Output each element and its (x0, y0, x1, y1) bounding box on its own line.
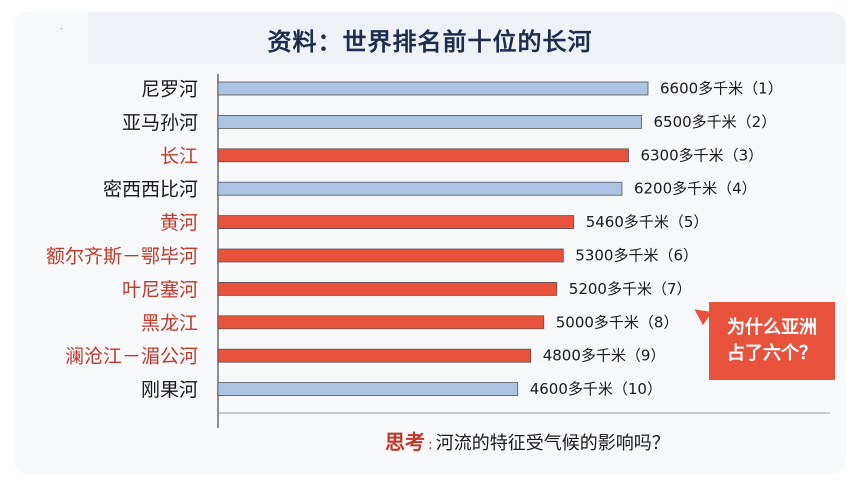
category-label-10: 刚果河 (141, 379, 198, 401)
category-label-3: 长江 (160, 145, 198, 167)
category-label-7: 叶尼塞河 (122, 279, 198, 301)
category-label-1: 尼罗河 (141, 79, 198, 101)
bar-7 (217, 281, 558, 296)
bar-8 (217, 315, 545, 330)
bar-10 (217, 382, 519, 397)
value-label-8: 5000多千米（8） (556, 313, 679, 331)
category-label-8: 黑龙江 (141, 312, 198, 334)
bar-1 (217, 81, 649, 96)
think-text: 河流的特征受气候的影响吗？ (435, 433, 670, 454)
bar-9 (217, 348, 532, 363)
bar-3 (217, 148, 629, 163)
value-label-6: 5300多千米（6） (575, 247, 698, 265)
value-label-1: 6600多千米（1） (660, 80, 783, 98)
think-prefix: 思考 (385, 430, 425, 454)
value-label-4: 6200多千米（4） (634, 180, 757, 198)
callout-line-2: 占了六个？ (727, 343, 817, 364)
callout-box: 为什么亚洲 占了六个？ (709, 302, 835, 380)
value-label-7: 5200多千米（7） (569, 280, 692, 298)
bar-2 (217, 115, 642, 129)
callout-line-1: 为什么亚洲 (727, 317, 817, 338)
decorative-dot: . (60, 22, 63, 31)
value-label-5: 5460多千米（5） (586, 213, 709, 231)
value-label-2: 6500多千米（2） (653, 113, 776, 131)
title-band (88, 12, 846, 64)
category-label-9: 澜沧江－湄公河 (65, 346, 198, 368)
value-label-9: 4800多千米（9） (543, 347, 666, 365)
category-label-2: 亚马孙河 (122, 112, 198, 134)
value-label-3: 6300多千米（3） (640, 146, 763, 164)
page-title: 资料：世界排名前十位的长河 (267, 28, 593, 56)
category-label-6: 额尔齐斯－鄂毕河 (46, 246, 198, 268)
bar-4 (217, 181, 623, 196)
bar-6 (217, 248, 564, 263)
think-question: 思考: 河流的特征受气候的影响吗？ (385, 426, 670, 455)
bar-5 (217, 215, 575, 230)
category-label-4: 密西西比河 (103, 179, 198, 201)
category-label-5: 黄河 (160, 212, 198, 234)
think-colon: : (428, 437, 433, 453)
value-label-10: 4600多千米（10） (530, 380, 662, 398)
